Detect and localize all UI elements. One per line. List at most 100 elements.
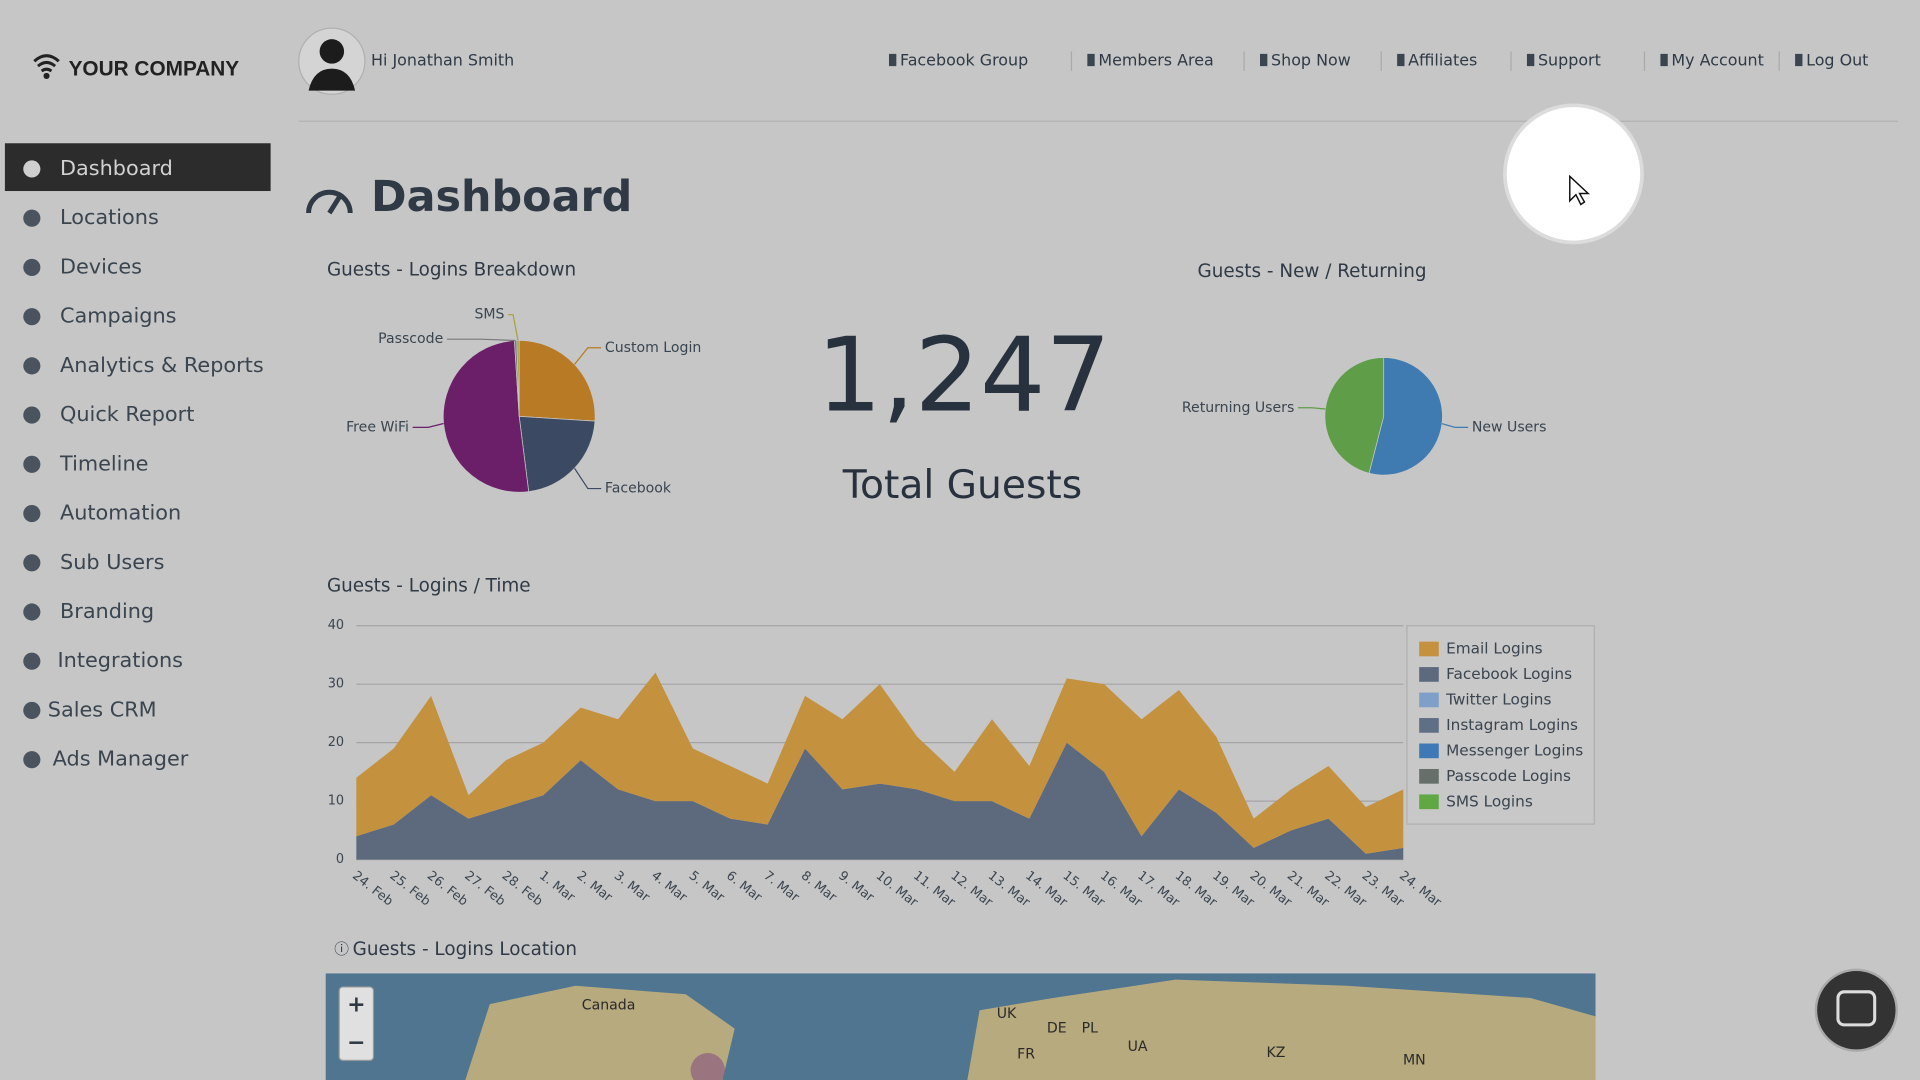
sidebar-item[interactable]: Automation <box>60 501 181 525</box>
zoom-out[interactable]: − <box>347 1030 365 1055</box>
nav-icon <box>23 455 41 473</box>
nav-icon <box>23 258 41 276</box>
info-icon: ⓘ <box>334 941 349 958</box>
area-series <box>356 742 1404 860</box>
total-value: 1,247 <box>816 316 1110 435</box>
pie-label: Passcode <box>378 331 443 347</box>
sidebar-item[interactable]: Dashboard <box>60 156 173 180</box>
sidebar-item[interactable]: Campaigns <box>60 304 176 328</box>
pie-slice <box>1368 357 1443 476</box>
map-label: FR <box>1017 1046 1035 1062</box>
map-land <box>967 979 1596 1080</box>
sidebar-item[interactable]: Branding <box>60 599 154 623</box>
sidebar-item[interactable]: Locations <box>60 205 159 229</box>
sidebar-item[interactable]: Ads Manager <box>53 747 189 771</box>
map-label: KZ <box>1266 1045 1285 1061</box>
leader-line <box>1297 407 1326 410</box>
nav-link[interactable]: Support <box>1538 51 1601 70</box>
avatar <box>298 27 366 95</box>
nav-icon <box>23 652 41 670</box>
map-label: DE <box>1047 1021 1067 1037</box>
map-label: UK <box>997 1006 1017 1022</box>
sidebar-item[interactable]: Sub Users <box>60 550 164 574</box>
zoom-control[interactable] <box>338 986 375 1062</box>
nav-icon <box>23 406 41 424</box>
nav-icon <box>1795 53 1803 67</box>
title-icon-needle <box>327 192 344 215</box>
chat-button[interactable] <box>1814 968 1898 1052</box>
nav-link[interactable]: Members Area <box>1098 51 1213 70</box>
title-icon <box>306 189 353 214</box>
map-labels: Canada UK DE PL FR UA KZ MN <box>582 997 1426 1068</box>
total-label: Total Guests <box>842 463 1082 508</box>
nav-icon <box>23 751 41 769</box>
cursor <box>1569 174 1591 206</box>
sidebar-item[interactable]: Quick Report <box>60 402 194 426</box>
map-heat <box>690 1053 725 1080</box>
pie-label: New Users <box>1472 419 1547 435</box>
greeting: Hi Jonathan Smith <box>371 51 514 70</box>
nav-icon <box>23 160 41 178</box>
legend-swatch <box>1419 718 1439 733</box>
nav-icon <box>23 554 41 572</box>
area-series <box>356 672 1404 854</box>
map-title: Guests - Logins Location <box>353 939 577 960</box>
zoom-in[interactable]: + <box>347 992 365 1017</box>
chart-title: Guests - Logins Breakdown <box>327 260 576 281</box>
y-tick-label: 10 <box>328 794 344 809</box>
leader-line <box>574 467 602 490</box>
nav-icon <box>1660 53 1668 67</box>
sidebar-item[interactable]: Timeline <box>59 451 148 475</box>
nav-icon <box>23 308 41 326</box>
legend-label: Facebook Logins <box>1446 665 1572 683</box>
nav-icon <box>23 701 41 720</box>
page-title: Dashboard <box>371 172 632 222</box>
legend-swatch <box>1419 692 1439 708</box>
brand: YOUR COMPANY <box>33 54 240 80</box>
nav-icon <box>23 209 41 227</box>
nav-link[interactable]: Facebook Group <box>900 51 1028 70</box>
nav-icon <box>1260 53 1268 67</box>
nav-link[interactable]: My Account <box>1671 51 1763 70</box>
chart-title: Guests - Logins / Time <box>327 576 531 597</box>
sidebar-item[interactable]: Sales CRM <box>48 697 157 721</box>
sidebar-item[interactable]: Analytics & Reports <box>60 353 264 377</box>
spotlight <box>1503 103 1644 245</box>
legend-label: SMS Logins <box>1446 792 1533 810</box>
map-label: Canada <box>582 997 636 1013</box>
map-land <box>465 985 735 1080</box>
legend-swatch <box>1419 641 1439 657</box>
nav-link[interactable]: Affiliates <box>1408 51 1477 70</box>
sidebar-item[interactable]: Devices <box>60 254 142 278</box>
nav-link[interactable]: Shop Now <box>1271 51 1351 70</box>
chart-title: Guests - New / Returning <box>1198 261 1427 282</box>
y-tick-label: 30 <box>328 677 344 692</box>
legend-swatch <box>1419 768 1439 784</box>
legend-label: Passcode Logins <box>1446 767 1571 785</box>
nav-icon <box>888 53 897 67</box>
leader-line <box>1441 423 1469 428</box>
nav-icon <box>23 603 41 621</box>
brand-name: YOUR COMPANY <box>69 57 240 80</box>
nav-icon <box>1397 53 1405 67</box>
legend-label: Email Logins <box>1446 639 1543 657</box>
nav-link[interactable]: Log Out <box>1806 51 1868 70</box>
active-nav-bg <box>4 143 271 192</box>
legend-swatch <box>1419 667 1439 682</box>
pie-label: Custom Login <box>605 340 701 356</box>
y-tick-label: 0 <box>336 852 344 867</box>
legend-label: Twitter Logins <box>1445 690 1551 708</box>
pie-label: SMS <box>474 307 504 323</box>
leader-line <box>574 347 602 365</box>
legend-label: Messenger Logins <box>1446 741 1583 759</box>
pie-slice <box>1324 357 1385 474</box>
top-nav: Facebook Group Members Area Shop Now Affili… <box>888 51 1868 72</box>
leader-line <box>446 338 516 342</box>
y-tick-label: 20 <box>328 735 344 750</box>
map-label: MN <box>1403 1052 1426 1068</box>
sidebar: Dashboard Locations Devices Campaigns Analyt… <box>23 156 264 771</box>
nav-icon <box>1087 53 1095 67</box>
sidebar-item[interactable]: Integrations <box>58 648 183 672</box>
map-label: PL <box>1082 1021 1098 1037</box>
